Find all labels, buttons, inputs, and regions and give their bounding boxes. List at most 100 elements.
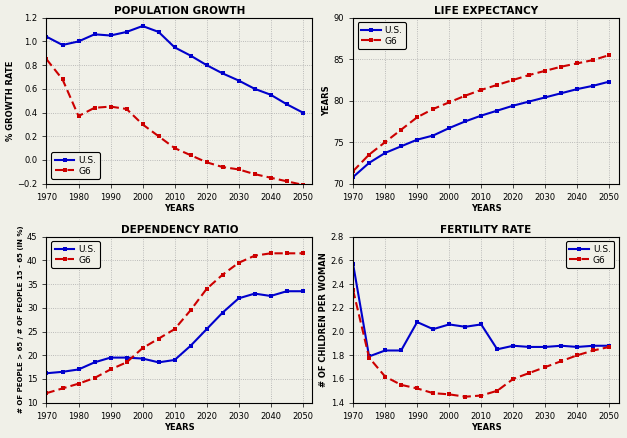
G6: [525, 72, 533, 78]
U.S.: [139, 23, 146, 28]
Line: G6: G6: [351, 53, 611, 173]
G6: [123, 360, 130, 365]
G6: [398, 127, 405, 132]
U.S.: [445, 125, 453, 131]
Line: G6: G6: [45, 251, 305, 395]
G6: [155, 336, 162, 341]
U.S.: [542, 95, 549, 100]
X-axis label: YEARS: YEARS: [471, 424, 502, 432]
G6: [445, 392, 453, 397]
G6: [366, 355, 373, 360]
G6: [461, 93, 469, 99]
U.S.: [589, 83, 597, 88]
G6: [542, 68, 549, 74]
U.S.: [203, 327, 211, 332]
G6: [139, 346, 146, 351]
G6: [461, 394, 469, 399]
Title: DEPENDENCY RATIO: DEPENDENCY RATIO: [120, 225, 238, 235]
U.S.: [477, 322, 485, 327]
U.S.: [171, 45, 178, 50]
U.S.: [493, 347, 501, 352]
G6: [235, 260, 243, 265]
G6: [139, 122, 146, 127]
Line: U.S.: U.S.: [351, 262, 611, 358]
G6: [510, 78, 517, 83]
Line: G6: G6: [351, 288, 611, 399]
U.S.: [139, 356, 146, 361]
U.S.: [429, 133, 437, 138]
G6: [525, 371, 533, 376]
Line: U.S.: U.S.: [351, 80, 611, 179]
U.S.: [429, 327, 437, 332]
Y-axis label: # OF CHILDREN PER WOMAN: # OF CHILDREN PER WOMAN: [319, 252, 328, 387]
G6: [429, 391, 437, 396]
G6: [155, 134, 162, 139]
U.S.: [43, 371, 50, 376]
U.S.: [589, 343, 597, 348]
G6: [235, 167, 243, 172]
G6: [123, 106, 130, 112]
U.S.: [413, 319, 421, 325]
U.S.: [267, 293, 275, 299]
Y-axis label: % GROWTH RATE: % GROWTH RATE: [6, 60, 14, 141]
G6: [283, 179, 290, 184]
G6: [381, 374, 389, 379]
Legend: U.S., G6: U.S., G6: [51, 152, 100, 179]
Line: U.S.: U.S.: [45, 290, 305, 375]
G6: [510, 376, 517, 381]
G6: [574, 61, 581, 66]
X-axis label: YEARS: YEARS: [471, 205, 502, 213]
U.S.: [349, 261, 357, 267]
U.S.: [235, 296, 243, 301]
U.S.: [299, 289, 307, 294]
G6: [75, 381, 82, 386]
U.S.: [203, 63, 211, 68]
Line: G6: G6: [45, 57, 305, 187]
G6: [59, 77, 66, 82]
Y-axis label: # OF PEOPLE > 65 / # OF PEOPLE 15 - 65 (IN %): # OF PEOPLE > 65 / # OF PEOPLE 15 - 65 (…: [18, 226, 24, 413]
U.S.: [398, 348, 405, 353]
U.S.: [187, 343, 194, 348]
Line: U.S.: U.S.: [45, 24, 305, 114]
U.S.: [381, 150, 389, 155]
U.S.: [123, 355, 130, 360]
U.S.: [510, 343, 517, 348]
G6: [398, 382, 405, 388]
U.S.: [461, 119, 469, 124]
U.S.: [574, 86, 581, 92]
U.S.: [366, 354, 373, 359]
G6: [429, 106, 437, 112]
U.S.: [299, 110, 307, 115]
Legend: U.S., G6: U.S., G6: [357, 22, 406, 49]
U.S.: [251, 291, 258, 296]
G6: [349, 287, 357, 293]
X-axis label: YEARS: YEARS: [164, 424, 195, 432]
G6: [75, 113, 82, 119]
G6: [91, 375, 98, 381]
G6: [219, 272, 226, 277]
U.S.: [59, 369, 66, 374]
G6: [171, 145, 178, 151]
Legend: U.S., G6: U.S., G6: [51, 241, 100, 268]
G6: [606, 344, 613, 350]
U.S.: [267, 92, 275, 97]
Title: FERTILITY RATE: FERTILITY RATE: [440, 225, 532, 235]
G6: [43, 57, 50, 62]
G6: [187, 307, 194, 313]
U.S.: [123, 29, 130, 35]
G6: [251, 172, 258, 177]
G6: [542, 364, 549, 370]
U.S.: [107, 355, 114, 360]
G6: [589, 348, 597, 353]
U.S.: [283, 289, 290, 294]
G6: [203, 160, 211, 165]
G6: [381, 140, 389, 145]
G6: [606, 53, 613, 58]
G6: [299, 251, 307, 256]
U.S.: [251, 86, 258, 92]
U.S.: [525, 344, 533, 350]
G6: [107, 367, 114, 372]
U.S.: [187, 53, 194, 58]
U.S.: [171, 357, 178, 363]
U.S.: [557, 91, 565, 96]
